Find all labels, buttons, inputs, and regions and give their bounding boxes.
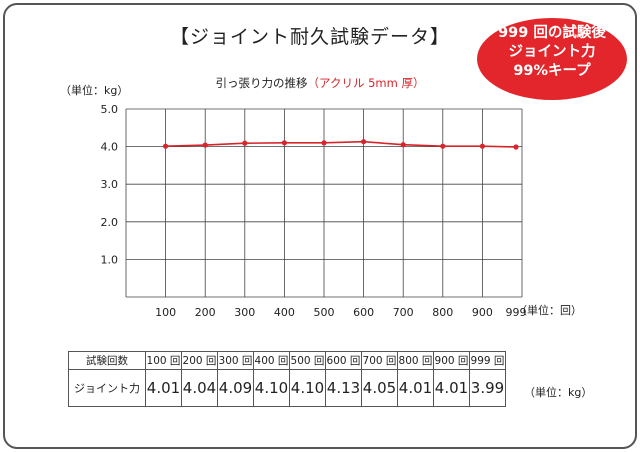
table-count-cell: 999 回 [469,351,506,370]
table-count-cell: 200 回 [181,351,218,370]
table-value-cell: 4.01 [433,369,470,407]
y-tick-label: 4.0 [101,141,119,154]
data-point [440,143,446,149]
table-value-cell: 4.04 [181,369,218,407]
table-header-counts: 試験回数 [68,351,146,370]
y-axis-unit: （単位：kg） [60,84,129,97]
table-unit: （単位：kg） [524,386,593,399]
x-tick-label: 100 [155,306,176,319]
data-point [400,142,406,148]
data-point [281,140,287,146]
page-title: 【ジョイント耐久試験データ】 [169,26,450,48]
data-point [321,140,327,146]
table-count-cell: 600 回 [325,351,362,370]
outer-frame [3,3,637,449]
table-value-cell: 4.10 [253,369,290,407]
table-row-counts: 試験回数 100 回 200 回 300 回 400 回 500 回 600 回… [68,351,506,370]
x-tick-label: 400 [274,306,295,319]
chart-subtitle: 引っ張り力の推移（アクリル 5mm 厚） [0,75,640,91]
result-badge: 999 回の試験後 ジョイント力 99%キープ [477,18,627,100]
table-header-values: ジョイント力 [68,369,146,407]
x-tick-label: 999 [506,306,527,319]
table-row-values: ジョイント力 4.01 4.04 4.09 4.10 4.10 4.13 4.0… [68,369,506,407]
x-tick-label: 500 [314,306,335,319]
x-tick-label: 600 [353,306,374,319]
data-point [361,139,367,145]
badge-line-3: 99%キープ [513,63,591,79]
data-point [513,144,519,150]
y-tick-label: 5.0 [101,103,119,116]
table-count-cell: 500 回 [289,351,326,370]
table-count-cell: 800 回 [397,351,434,370]
badge-line-2: ジョイント力 [508,44,596,60]
table-count-cell: 100 回 [145,351,182,370]
table-value-cell: 4.09 [217,369,254,407]
x-tick-label: 200 [195,306,216,319]
y-tick-label: 2.0 [101,216,119,229]
x-axis-unit: （単位：回） [516,304,582,317]
x-tick-label: 300 [234,306,255,319]
table-value-cell: 4.01 [397,369,434,407]
y-tick-label: 3.0 [101,178,119,191]
table-value-cell: 4.10 [289,369,326,407]
table-count-cell: 700 回 [361,351,398,370]
x-tick-label: 900 [472,306,493,319]
table-value-cell: 4.01 [145,369,182,407]
table-count-cell: 300 回 [217,351,254,370]
x-tick-label: 700 [393,306,414,319]
data-point [242,140,248,146]
table-value-cell: 3.99 [469,369,506,407]
table-count-cell: 900 回 [433,351,470,370]
badge-line-1: 999 回の試験後 [498,25,606,41]
table-value-cell: 4.13 [325,369,362,407]
chart-subtitle-note: （アクリル 5mm 厚） [307,76,425,90]
x-tick-label: 800 [432,306,453,319]
chart-subtitle-main: 引っ張り力の推移 [215,76,308,90]
series-line [165,140,517,148]
data-point [202,142,208,148]
data-point [163,143,169,149]
table-count-cell: 400 回 [253,351,290,370]
data-table: 試験回数 100 回 200 回 300 回 400 回 500 回 600 回… [68,351,506,407]
data-point [479,143,485,149]
y-tick-label: 1.0 [101,253,119,266]
table-value-cell: 4.05 [361,369,398,407]
